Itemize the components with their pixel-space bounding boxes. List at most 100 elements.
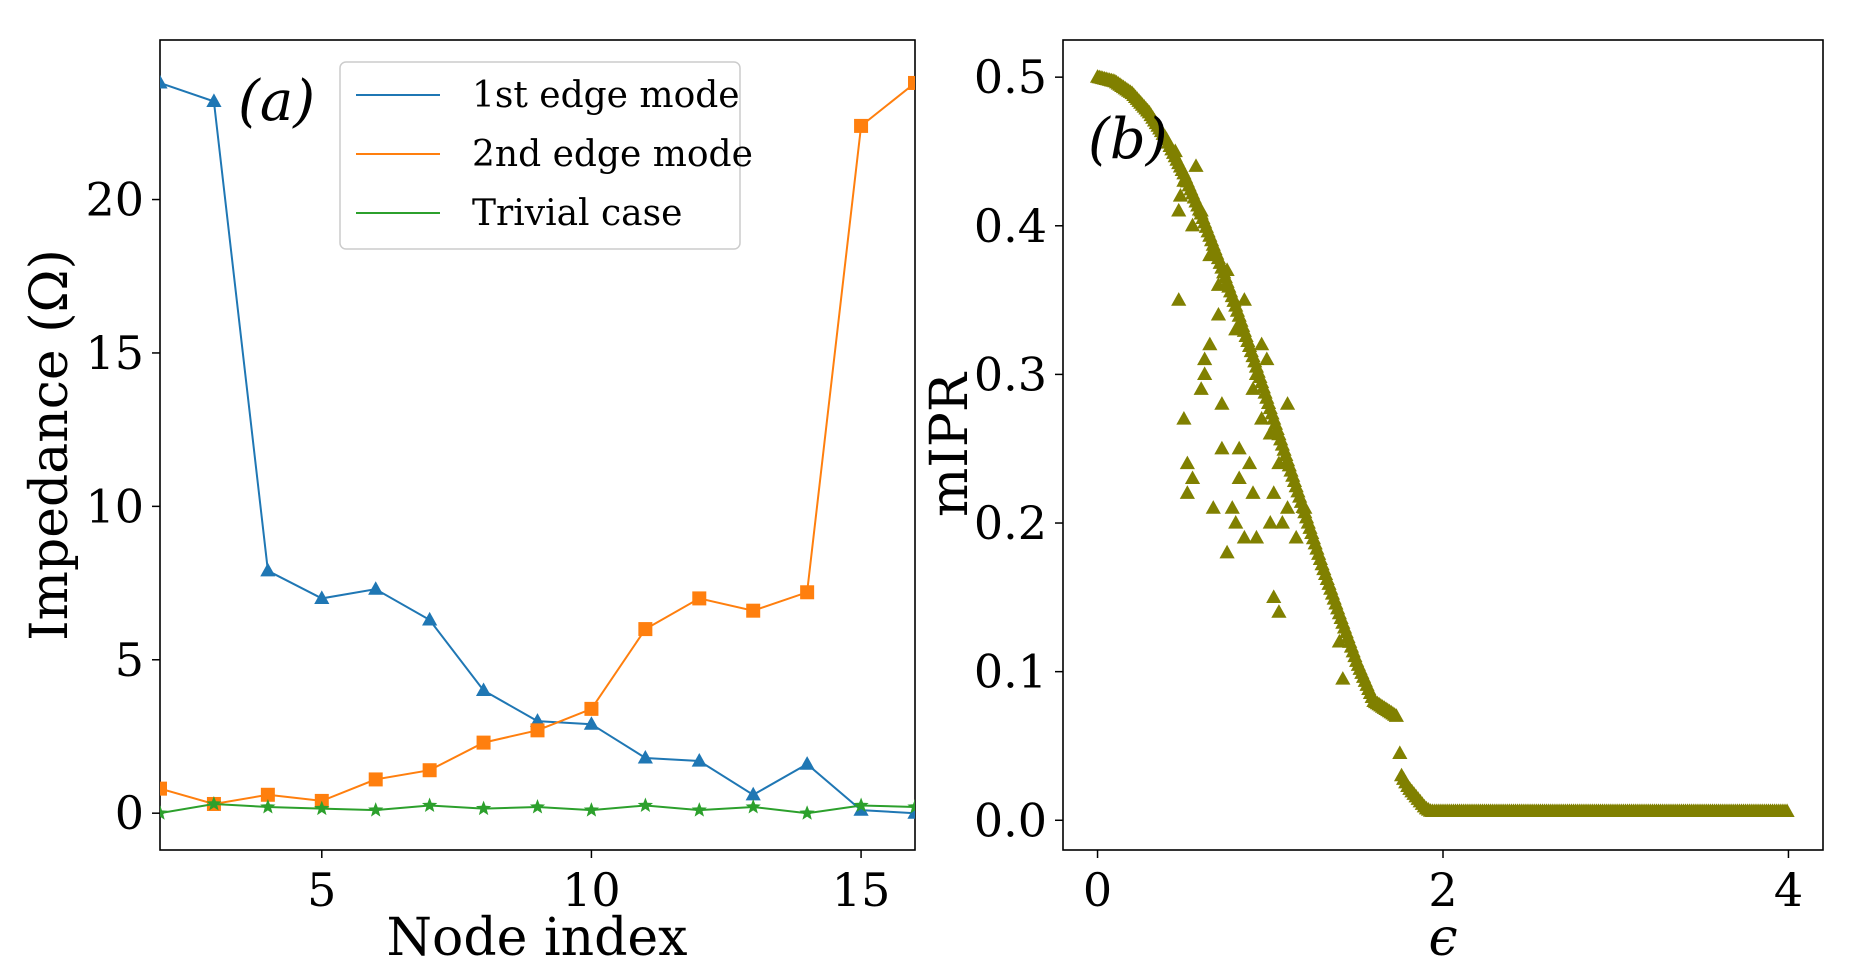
data-point <box>1219 262 1235 276</box>
data-point <box>1171 292 1187 306</box>
data-point <box>1224 500 1240 514</box>
panel-a-ylabel: Impedance (Ω) <box>20 249 80 641</box>
panel-b-ytick-label: 0.0 <box>974 793 1047 847</box>
data-point <box>1297 500 1313 514</box>
data-point <box>1236 529 1252 544</box>
data-point <box>1214 396 1230 410</box>
panel-b-ytick-label: 0.1 <box>974 645 1047 699</box>
data-point <box>800 585 815 600</box>
data-point <box>1197 366 1213 381</box>
panel-a-xtick-label: 15 <box>832 863 891 917</box>
panel-a-label: (a) <box>238 69 315 134</box>
data-point <box>799 805 815 820</box>
panel-b-ytick-label: 0.2 <box>974 496 1047 550</box>
data-point <box>638 622 653 637</box>
data-point <box>1202 247 1218 262</box>
data-point <box>1184 470 1201 485</box>
data-point <box>1271 455 1287 470</box>
data-point <box>1779 803 1795 817</box>
data-point <box>1214 440 1230 455</box>
data-point <box>1202 336 1218 351</box>
data-point <box>1388 708 1404 722</box>
data-point <box>160 781 167 796</box>
data-point <box>584 701 599 716</box>
data-point <box>1179 485 1195 499</box>
panel-b-ylabel: mIPR <box>920 371 980 517</box>
data-point <box>799 756 815 770</box>
data-point <box>1172 188 1189 202</box>
legend: 1st edge mode 2nd edge mode Trivial case <box>339 61 753 250</box>
panel-a-xtick-label: 10 <box>562 863 621 917</box>
panel-a-frame <box>159 39 916 851</box>
data-point <box>745 799 761 814</box>
data-point <box>314 800 330 816</box>
panel-a-xlabel: Node index <box>387 908 688 968</box>
data-point <box>691 802 707 817</box>
data-point <box>368 772 383 787</box>
data-point <box>1179 455 1195 470</box>
data-point <box>1262 425 1278 440</box>
data-point <box>691 753 707 767</box>
data-point <box>1266 485 1282 499</box>
legend-label-trivial-case: Trivial case <box>472 193 682 234</box>
panel-b-ytick-label: 0.3 <box>974 347 1047 401</box>
series-2nd-edge-mode <box>160 75 915 811</box>
data-point <box>1236 292 1252 306</box>
data-point <box>1176 410 1192 425</box>
data-point <box>583 716 600 730</box>
data-point <box>1271 604 1287 618</box>
legend-label-2nd-edge-mode: 2nd edge mode <box>472 134 753 175</box>
data-point <box>1193 202 1209 217</box>
data-point <box>1245 485 1261 499</box>
data-point <box>530 723 545 738</box>
data-point <box>1392 745 1408 759</box>
panel-b-label: (b) <box>1088 107 1168 172</box>
panel-b-ytick-label: 0.5 <box>974 50 1047 104</box>
data-point <box>160 74 168 89</box>
data-point <box>1331 633 1347 648</box>
panel-a-ytick-label: 5 <box>115 633 144 687</box>
panel-b-ticks: 0 2 4 0.0 0.1 0.2 0.3 0.4 0.5 <box>974 50 1803 917</box>
data-point <box>1219 544 1235 559</box>
data-point <box>1248 366 1265 381</box>
panel-a: 5 10 15 0 5 10 15 20 (a) Node index Impedance (… <box>20 39 916 968</box>
data-point <box>1279 396 1296 410</box>
data-point <box>368 802 384 817</box>
panel-a-xtick-label: 5 <box>307 863 336 917</box>
data-point <box>1279 500 1296 514</box>
data-point <box>475 682 492 697</box>
data-point <box>853 797 869 812</box>
legend-label-1st-edge-mode: 1st edge mode <box>472 75 740 116</box>
panel-b-xtick-label: 0 <box>1083 863 1112 917</box>
series-1st-edge-mode <box>160 74 915 819</box>
panel-a-ytick-label: 0 <box>115 786 144 840</box>
data-point <box>1193 381 1209 395</box>
data-point <box>1176 173 1192 187</box>
panel-b-points <box>1089 69 1795 817</box>
data-point <box>1248 529 1265 544</box>
data-point <box>637 797 653 812</box>
data-point <box>260 799 276 814</box>
data-point <box>314 590 330 605</box>
panel-a-ytick-label: 20 <box>85 173 144 227</box>
data-point <box>1205 500 1221 514</box>
data-point <box>1228 321 1244 336</box>
data-point <box>745 786 761 801</box>
data-point <box>529 713 546 727</box>
data-point <box>476 800 492 816</box>
data-point <box>1266 589 1282 603</box>
data-point <box>422 763 437 778</box>
panel-b: 0 2 4 0.0 0.1 0.2 0.3 0.4 0.5 (b) ϵ mIPR <box>920 39 1824 968</box>
data-point <box>1171 202 1187 217</box>
panel-b-xlabel: ϵ <box>1428 908 1457 968</box>
data-point <box>583 802 599 817</box>
data-point <box>1288 529 1304 544</box>
data-point <box>746 603 761 618</box>
panel-a-ticks: 5 10 15 0 5 10 15 20 <box>85 173 890 917</box>
data-point <box>1259 351 1275 366</box>
data-point <box>368 581 384 595</box>
data-point <box>907 799 915 814</box>
panel-a-series <box>160 74 915 820</box>
data-point <box>1254 336 1270 351</box>
